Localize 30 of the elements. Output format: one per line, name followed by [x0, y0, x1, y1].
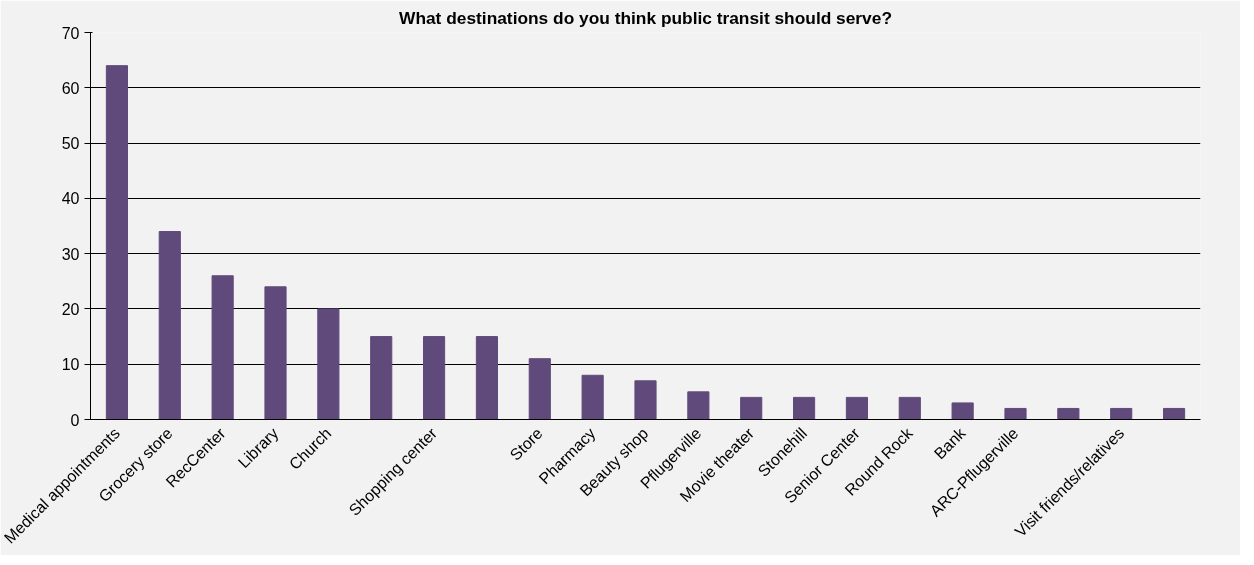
bar: [581, 374, 604, 420]
bar: [105, 65, 128, 420]
bar: [845, 396, 868, 420]
y-tick-label: 70: [61, 24, 80, 42]
bar: [740, 396, 763, 420]
bar: [1163, 407, 1186, 420]
bar: [370, 336, 393, 420]
bar: [317, 308, 340, 420]
bar: [898, 396, 921, 420]
chart-title: What destinations do you think public transit should serve?: [399, 7, 892, 28]
bar: [1110, 407, 1133, 420]
y-tick-label: 40: [61, 190, 80, 208]
y-tick-label: 20: [61, 300, 80, 318]
bar: [1004, 407, 1027, 420]
bar: [158, 231, 181, 420]
bar: [211, 275, 234, 420]
y-tick-label: 30: [61, 245, 80, 263]
y-tick-label: 0: [70, 411, 80, 429]
y-tick-label: 50: [61, 135, 80, 153]
bar: [1057, 407, 1080, 420]
bar: [264, 286, 287, 420]
bar: [951, 402, 974, 420]
y-tick-label: 60: [61, 79, 80, 97]
y-tick-label: 10: [61, 356, 80, 374]
bar: [687, 391, 710, 420]
bar: [528, 358, 551, 420]
bar: [793, 396, 816, 420]
bar: [475, 336, 498, 420]
bar: [423, 336, 446, 420]
bar: [634, 380, 657, 420]
